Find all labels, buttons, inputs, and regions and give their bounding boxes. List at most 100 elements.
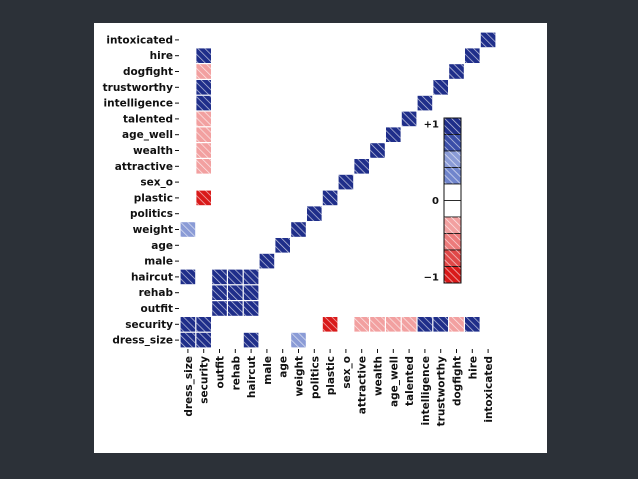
colorbar-segment-hatch: [444, 266, 461, 283]
heatmap-cell-hatch: [243, 285, 259, 300]
heatmap-cell: [433, 80, 448, 95]
colorbar-tick-label: +1: [424, 120, 439, 131]
row-label: intelligence: [104, 98, 173, 110]
colorbar-segment-hatch: [444, 217, 461, 234]
column-label: plastic: [325, 356, 337, 395]
row-label: talented: [123, 113, 173, 125]
row-label: intoxicated: [106, 34, 173, 46]
heatmap-cell-hatch: [196, 95, 211, 111]
heatmap-cell: [386, 317, 401, 332]
colorbar-segment: [443, 233, 462, 251]
heatmap-cell-hatch: [196, 143, 211, 158]
heatmap-cell: [196, 317, 211, 332]
column-label: intoxicated: [483, 356, 495, 423]
colorbar-segment: [443, 117, 462, 135]
heatmap-cell: [449, 317, 464, 332]
heatmap-cell-hatch: [180, 317, 196, 332]
heatmap-cell-hatch: [196, 80, 211, 95]
heatmap-cell: [465, 317, 480, 332]
colorbar-segment: [443, 200, 462, 218]
heatmap-cell: [196, 48, 211, 63]
heatmap-cell: [196, 159, 211, 174]
heatmap-cell: [386, 127, 401, 142]
heatmap-cell-hatch: [449, 64, 464, 79]
heatmap-cell: [354, 317, 369, 332]
heatmap-cell-hatch: [386, 127, 401, 142]
heatmap-cell: [322, 317, 338, 332]
column-label: trustworthy: [436, 356, 448, 427]
heatmap-cell: [370, 143, 385, 158]
colorbar-segment-fill: [443, 200, 462, 218]
colorbar-tick-label: −1: [424, 273, 439, 284]
heatmap-cell-hatch: [449, 317, 464, 332]
row-label: security: [125, 319, 173, 331]
heatmap-cell: [212, 301, 227, 316]
heatmap-cell-hatch: [180, 332, 196, 348]
heatmap-cell-hatch: [212, 269, 227, 285]
colorbar-segment: [443, 150, 462, 168]
colorbar-segment-hatch: [444, 250, 461, 267]
heatmap-cell: [180, 317, 196, 332]
heatmap-cell: [417, 95, 433, 111]
heatmap-cell-hatch: [196, 127, 211, 142]
column-label: weight: [294, 356, 306, 396]
heatmap-cell-hatch: [243, 301, 259, 316]
colorbar-segment-fill: [443, 183, 462, 201]
column-label: attractive: [357, 356, 369, 414]
column-label: sex_o: [341, 356, 353, 389]
heatmap-cell: [480, 32, 496, 48]
colorbar-frame: [443, 117, 462, 284]
column-label: dress_size: [183, 356, 195, 417]
heatmap-cell: [196, 111, 211, 127]
heatmap-cell: [322, 190, 338, 206]
heatmap-cell-hatch: [196, 48, 211, 63]
heatmap-cell: [291, 332, 306, 348]
heatmap-cell-hatch: [259, 253, 275, 269]
heatmap-chart: intoxicatedhiredogfighttrustworthyintell…: [103, 32, 496, 427]
heatmap-cell: [354, 159, 369, 174]
heatmap-cell: [401, 317, 417, 332]
heatmap-cell-hatch: [180, 222, 196, 237]
heatmap-cell: [243, 301, 259, 316]
row-label: male: [144, 256, 173, 268]
heatmap-cell: [196, 80, 211, 95]
row-label: trustworthy: [103, 82, 174, 94]
heatmap-cell-hatch: [401, 111, 417, 127]
heatmap-cell-hatch: [370, 317, 385, 332]
heatmap-cell-hatch: [243, 269, 259, 285]
heatmap-cell: [228, 301, 243, 316]
heatmap-cell: [370, 317, 385, 332]
heatmap-cell: [228, 269, 243, 285]
column-label: hire: [467, 356, 479, 379]
heatmap-cell-hatch: [275, 238, 290, 253]
row-label: weight: [133, 224, 173, 236]
heatmap-cell-hatch: [417, 317, 433, 332]
heatmap-cell-hatch: [196, 111, 211, 127]
row-label: wealth: [133, 145, 173, 157]
colorbar-segment: [443, 216, 462, 234]
heatmap-cell-hatch: [291, 222, 306, 237]
heatmap-cell: [212, 269, 227, 285]
column-label: outfit: [215, 356, 227, 389]
heatmap-cell: [417, 317, 433, 332]
heatmap-cells: [180, 32, 496, 348]
heatmap-cell-hatch: [228, 285, 243, 300]
column-label: wealth: [373, 356, 385, 396]
heatmap-cell-hatch: [307, 206, 322, 221]
heatmap-cell: [180, 332, 196, 348]
colorbar-segment: [443, 134, 462, 152]
row-labels: intoxicated hire dogfight trustworthy intell…: [103, 34, 179, 347]
heatmap-cell: [180, 222, 196, 237]
heatmap-cell-hatch: [228, 269, 243, 285]
heatmap-cell-hatch: [196, 64, 211, 79]
row-label: plastic: [134, 192, 173, 204]
column-label: rehab: [230, 356, 242, 391]
heatmap-cell: [275, 238, 290, 253]
heatmap-cell-hatch: [228, 301, 243, 316]
column-label: haircut: [246, 356, 258, 398]
heatmap-cell-hatch: [196, 190, 211, 206]
heatmap-cell-hatch: [291, 332, 306, 348]
heatmap-cell: [433, 317, 448, 332]
row-label: haircut: [131, 271, 173, 283]
